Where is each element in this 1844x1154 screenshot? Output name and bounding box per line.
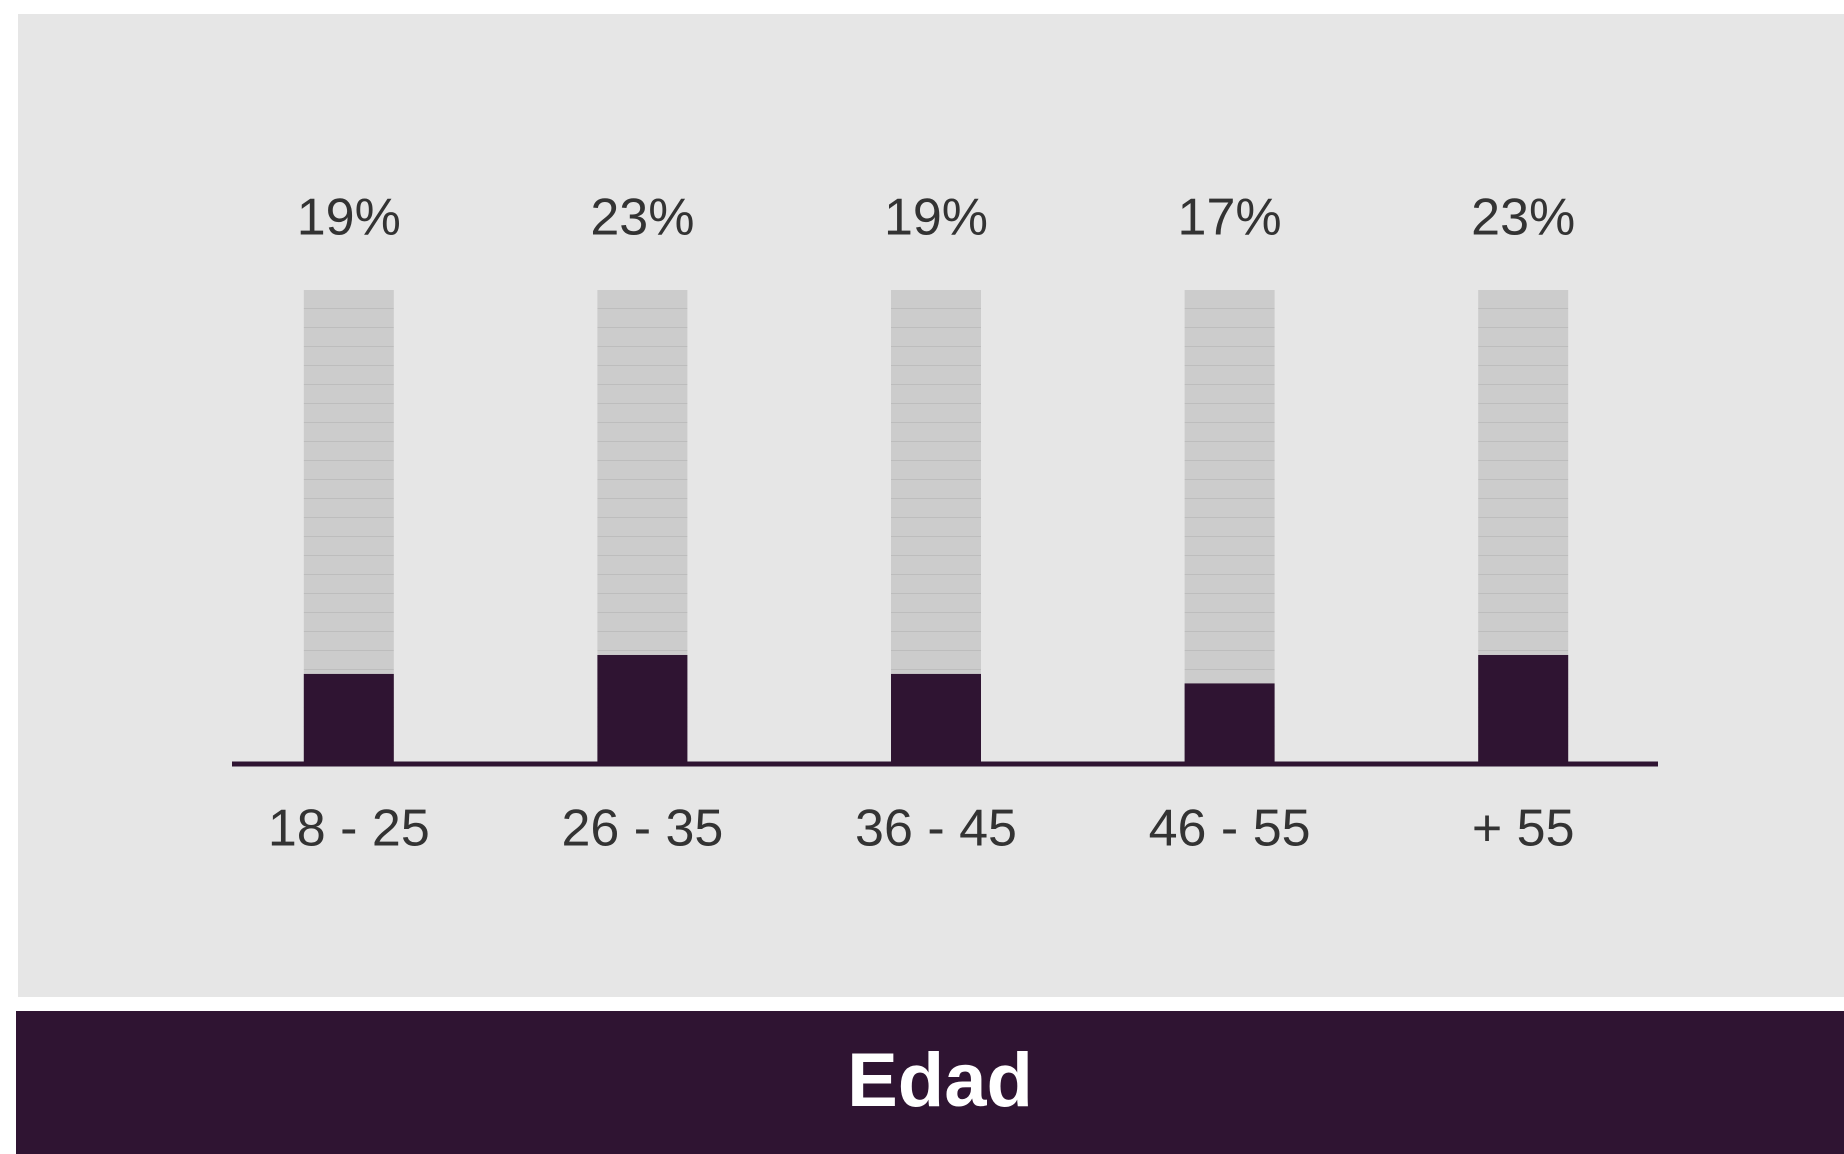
bar <box>597 654 688 764</box>
x-tick-label: + 55 <box>1472 800 1575 858</box>
value-label: 23% <box>590 189 694 247</box>
x-tick-label: 26 - 35 <box>561 800 723 858</box>
value-label: 23% <box>1471 189 1575 247</box>
value-label: 19% <box>884 189 988 247</box>
bar <box>1184 683 1275 764</box>
bar <box>1478 654 1569 764</box>
value-label: 19% <box>297 189 401 247</box>
bar <box>303 673 394 764</box>
value-label: 17% <box>1178 189 1282 247</box>
x-tick-label: 36 - 45 <box>855 800 1017 858</box>
title-band <box>16 1011 1844 1154</box>
chart-title: Edad <box>847 1038 1033 1123</box>
x-tick-label: 18 - 25 <box>268 800 430 858</box>
x-tick-label: 46 - 55 <box>1149 800 1311 858</box>
bar <box>891 673 981 764</box>
